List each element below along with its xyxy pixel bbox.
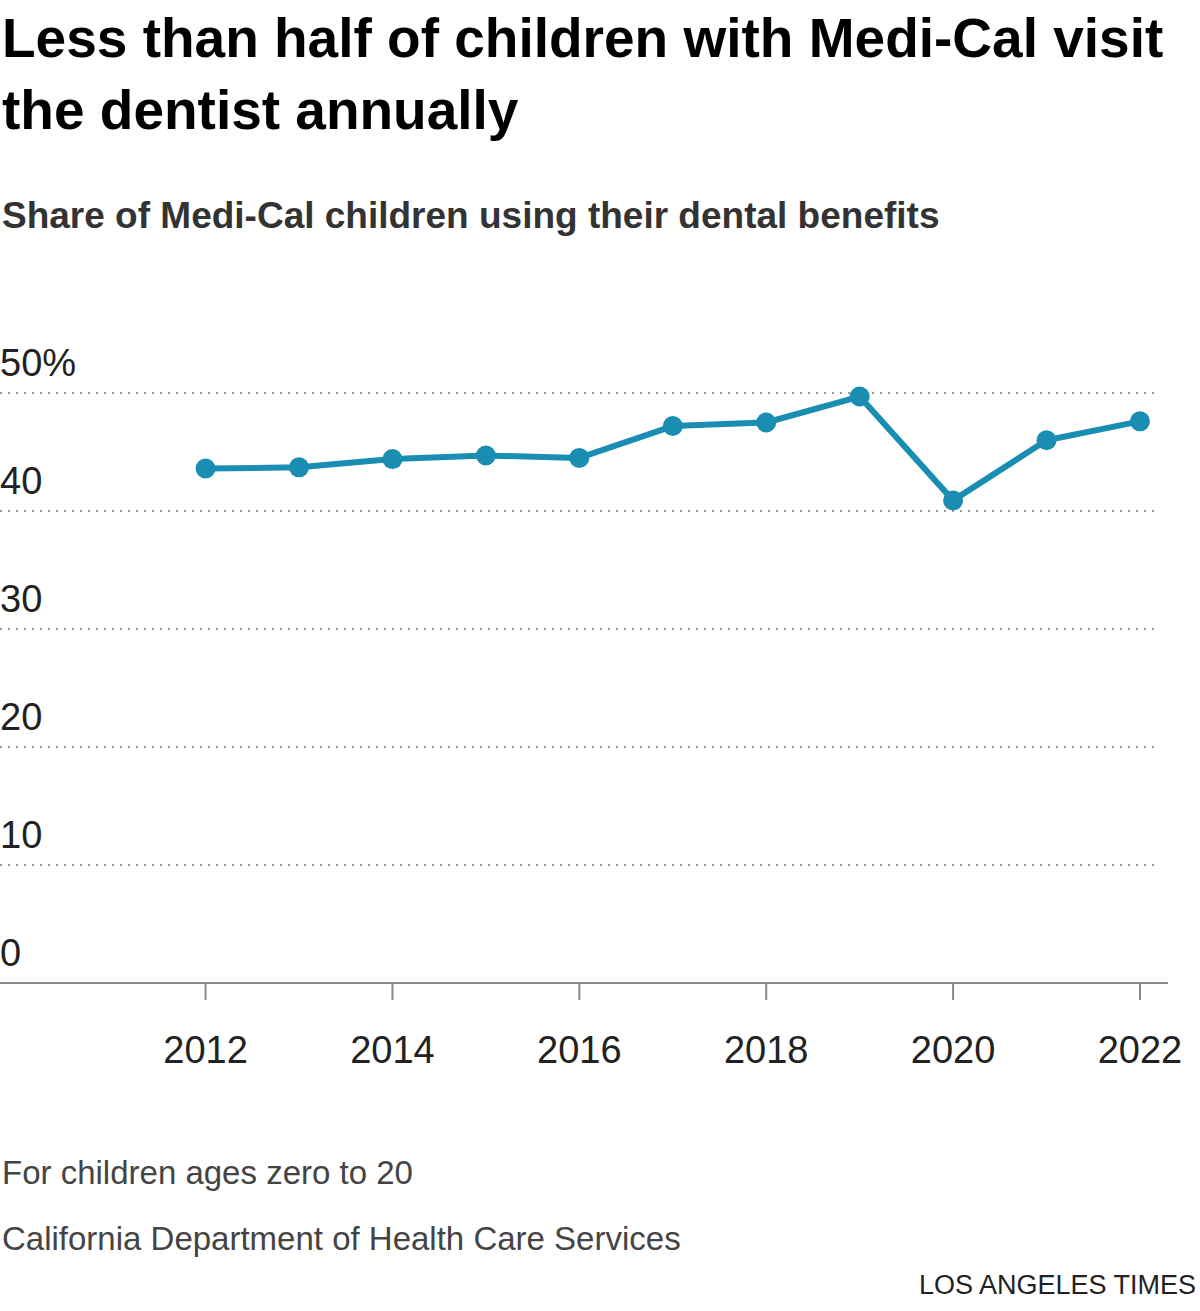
source: California Department of Health Care Ser… <box>2 1220 681 1257</box>
y-tick-label: 20 <box>0 696 42 738</box>
y-tick-label: 50% <box>0 342 76 384</box>
x-tick <box>391 983 393 1000</box>
grid-line <box>0 510 1160 512</box>
data-point <box>850 387 870 407</box>
data-point <box>476 446 496 466</box>
data-point <box>382 449 402 469</box>
data-point <box>663 416 683 436</box>
data-point <box>943 490 963 510</box>
x-tick-label: 2014 <box>350 1029 435 1071</box>
data-line <box>206 397 1140 501</box>
x-tick-label: 2016 <box>537 1029 622 1071</box>
note: For children ages zero to 20 <box>2 1154 413 1191</box>
chart: 0 10 20 30 40 50% 2012 2014 2016 2018 2020 2022 For … <box>0 0 1200 1311</box>
data-point <box>1037 430 1057 450</box>
credit: LOS ANGELES TIMES <box>919 1270 1196 1300</box>
x-tick-label: 2018 <box>724 1029 809 1071</box>
data-point <box>1130 411 1150 431</box>
x-tick-label: 2022 <box>1098 1029 1183 1071</box>
x-tick-label: 2020 <box>911 1029 996 1071</box>
y-tick-label: 30 <box>0 578 42 620</box>
x-axis-line <box>0 982 1168 984</box>
x-tick-label: 2012 <box>163 1029 248 1071</box>
grid-line <box>0 392 1160 394</box>
subtitle: Share of Medi-Cal children using their d… <box>2 188 1062 244</box>
x-tick <box>952 983 954 1000</box>
x-tick <box>578 983 580 1000</box>
data-point <box>569 448 589 468</box>
x-tick <box>205 983 207 1000</box>
data-point <box>196 459 216 479</box>
y-tick-label: 10 <box>0 814 42 856</box>
grid-line <box>0 746 1160 748</box>
grid-line <box>0 628 1160 630</box>
y-tick-label: 40 <box>0 460 42 502</box>
plot-area <box>196 387 1150 511</box>
grid-line <box>0 864 1160 866</box>
title: Less than half of children with Medi-Cal… <box>2 2 1192 146</box>
data-point <box>289 457 309 477</box>
data-point <box>756 413 776 433</box>
x-tick <box>765 983 767 1000</box>
x-tick <box>1139 983 1141 1000</box>
y-tick-label: 0 <box>0 932 21 974</box>
